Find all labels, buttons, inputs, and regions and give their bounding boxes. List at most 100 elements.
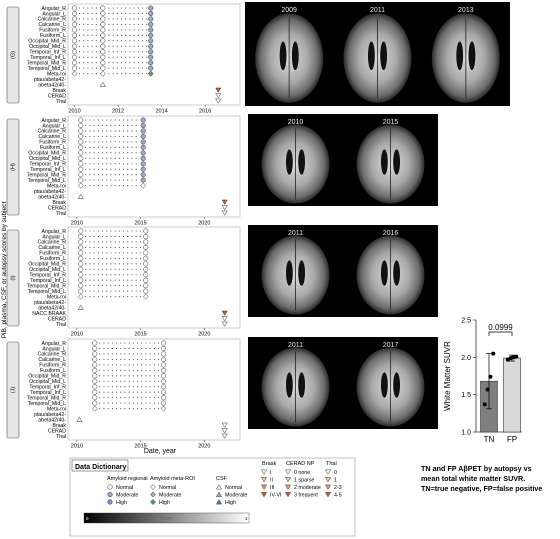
interpolation-dot — [83, 56, 85, 58]
interpolation-dot — [158, 397, 160, 399]
interpolation-dot — [137, 23, 139, 25]
interpolation-dot — [114, 152, 116, 154]
interpolation-dot — [89, 279, 91, 281]
interpolation-dot — [112, 7, 114, 9]
interpolation-dot — [83, 12, 85, 15]
bar-category-label: FP — [507, 435, 517, 444]
interpolation-dot — [135, 179, 137, 181]
interpolation-dot — [149, 408, 151, 410]
legend-csf-title: CSF — [216, 476, 228, 482]
legend-triangle-marker — [324, 492, 332, 498]
row-label: Braak — [52, 423, 66, 429]
interpolation-dot — [129, 45, 131, 47]
interpolation-dot — [116, 397, 118, 399]
interpolation-dot — [132, 408, 134, 410]
interpolation-dot — [110, 263, 112, 265]
interpolation-dot — [153, 369, 155, 371]
legend-item-label: 3 frequent — [294, 493, 318, 499]
interpolation-dot — [114, 285, 116, 287]
interpolation-dot — [125, 29, 127, 31]
interpolation-dot — [120, 34, 123, 36]
interpolation-dot — [131, 246, 133, 248]
interpolation-dot — [83, 7, 85, 9]
interpolation-dot — [131, 252, 133, 254]
interpolation-dot — [137, 408, 139, 410]
interpolation-dot — [127, 152, 129, 154]
interpolation-dot — [114, 185, 116, 187]
interpolation-dot — [127, 168, 129, 170]
interpolation-dot — [131, 124, 133, 127]
interpolation-dot — [111, 380, 113, 382]
interpolation-dot — [158, 380, 160, 382]
regional-marker — [143, 239, 149, 245]
interpolation-dot — [135, 157, 137, 159]
interpolation-dot — [158, 402, 160, 404]
thal-marker — [221, 321, 228, 327]
regional-marker — [143, 288, 149, 294]
regional-marker — [148, 43, 154, 49]
interpolation-dot — [114, 163, 116, 165]
interpolation-dot — [137, 397, 139, 399]
legend-item-label: High — [225, 500, 236, 506]
bar-category-label: TN — [484, 435, 495, 444]
interpolation-dot — [97, 285, 99, 287]
interpolation-dot — [131, 296, 133, 298]
interpolation-dot — [122, 290, 125, 292]
interpolation-dot — [127, 274, 129, 276]
interpolation-dot — [145, 380, 147, 382]
suvr-colorbar-label: SUVR — [160, 516, 173, 521]
interpolation-dot — [85, 146, 87, 148]
interpolation-dot — [111, 397, 113, 399]
row-label: Fusiform_R — [39, 28, 66, 34]
interpolation-dot — [153, 358, 155, 360]
interpolation-dot — [89, 179, 91, 181]
interpolation-dot — [131, 119, 133, 121]
interpolation-dot — [91, 67, 93, 69]
interpolation-dot — [116, 12, 118, 15]
interpolation-dot — [129, 51, 131, 53]
row-label: Temporal_Inf_L — [30, 278, 66, 284]
interpolation-dot — [116, 402, 118, 404]
interpolation-dot — [120, 380, 122, 382]
interpolation-dot — [118, 152, 120, 154]
row-label: Calcarine_L — [38, 134, 66, 140]
row-label: Angular_R — [41, 341, 66, 347]
interpolation-dot — [93, 141, 95, 143]
interpolation-dot — [120, 342, 122, 344]
interpolation-dot — [114, 179, 116, 181]
interpolation-dot — [122, 279, 125, 281]
interpolation-dot — [106, 235, 108, 238]
interpolation-dot — [103, 408, 105, 410]
panel-tab — [6, 118, 20, 216]
regional-marker — [71, 10, 78, 17]
interpolation-dot — [120, 386, 122, 388]
interpolation-dot — [99, 369, 101, 371]
interpolation-dot — [91, 23, 93, 25]
interpolation-dot — [122, 246, 125, 248]
interpolation-dot — [135, 135, 137, 137]
interpolation-dot — [135, 285, 137, 287]
interpolation-dot — [89, 130, 91, 132]
interpolation-dot — [120, 67, 123, 69]
interpolation-dot — [153, 342, 155, 344]
interpolation-dot — [146, 40, 148, 42]
interpolation-dot — [110, 174, 112, 176]
interpolation-dot — [141, 353, 143, 355]
interpolation-dot — [110, 257, 112, 259]
interpolation-dot — [133, 56, 135, 58]
interpolation-dot — [108, 45, 110, 47]
interpolation-dot — [146, 23, 148, 25]
regional-marker — [92, 367, 98, 373]
interpolation-dot — [83, 73, 85, 75]
interpolation-dot — [89, 185, 91, 187]
interpolation-dot — [93, 268, 95, 270]
interpolation-dot — [106, 119, 108, 121]
interpolation-dot — [108, 23, 110, 25]
regional-marker — [78, 283, 84, 289]
data-point — [491, 351, 496, 356]
legend-triangle-marker — [260, 477, 268, 483]
regional-marker — [161, 340, 167, 346]
interpolation-dot — [120, 347, 122, 350]
interpolation-dot — [99, 364, 101, 366]
interpolation-dot — [108, 12, 110, 15]
